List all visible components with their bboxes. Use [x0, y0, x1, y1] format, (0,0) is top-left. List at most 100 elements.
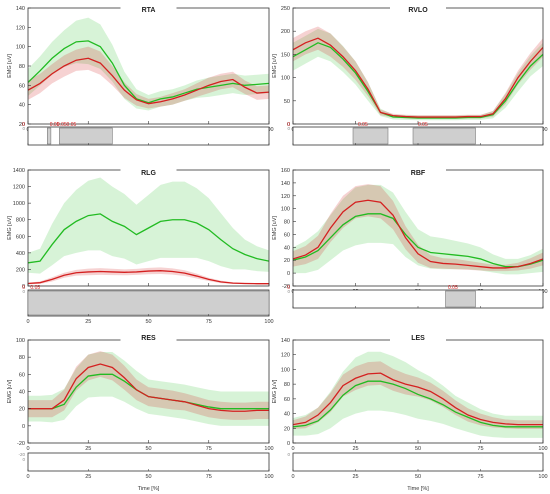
sig-x-tick-label: 25 [85, 474, 91, 480]
sig-x-tick-label: 25 [85, 319, 91, 325]
sig-frame [292, 289, 544, 309]
sig-p-label: 0.05 [67, 122, 77, 128]
sig-p-label: 0.05 [358, 122, 368, 128]
mean-line [28, 40, 269, 104]
y-tick-label: 200 [16, 267, 25, 273]
y-axis-label: EMG [uV] [7, 379, 13, 403]
chart-title: RES [141, 335, 156, 342]
mean-line [28, 363, 269, 412]
y-tick-label: 140 [281, 338, 290, 344]
sd-band [293, 26, 543, 119]
sig-region [412, 127, 476, 145]
x-tick-label: 100 [538, 446, 547, 452]
sig-x-tick-label: 50 [145, 474, 151, 480]
plot-area [28, 8, 269, 124]
y-tick-label: 40 [19, 103, 25, 109]
mean-line [293, 199, 543, 269]
y-axis-label: EMG [uV] [7, 216, 13, 240]
mean-line [293, 380, 543, 428]
sig-zero-mark: 0 [22, 285, 25, 291]
y-tick-label: 20 [284, 426, 290, 432]
y-tick-label: 120 [16, 25, 25, 31]
plot-area [28, 340, 269, 443]
sig-x-tick-label: 100 [264, 474, 273, 480]
y-tick-label: 60 [19, 83, 25, 89]
sig-p-label: 0.05 [50, 122, 60, 128]
sig-x-tick-label: 75 [477, 474, 483, 480]
sd-band [293, 184, 543, 272]
significance-strip: 0 0 25 50 75 100 [287, 452, 547, 480]
sig-x-tick-label: 50 [145, 319, 151, 325]
y-tick-label: 120 [281, 353, 290, 359]
mean-line [293, 372, 543, 426]
sd-band [28, 46, 269, 109]
sig-region [445, 290, 476, 308]
y-tick-label: 0 [287, 271, 290, 277]
y-tick-label: 200 [281, 29, 290, 35]
sig-region [352, 127, 389, 145]
y-tick-label: 1400 [13, 168, 25, 174]
title-box [120, 168, 177, 178]
sig-zero-mark: 0 [287, 285, 290, 291]
sig-x-tick-label: 0 [291, 474, 294, 480]
mean-line [28, 213, 269, 264]
y-tick-label: 1200 [13, 185, 25, 191]
sig-region [27, 290, 270, 316]
sig-x-tick-label: 0 [26, 319, 29, 325]
y-tick-label: 160 [281, 168, 290, 174]
sig-y-tick-label: 0 [22, 457, 25, 462]
sig-zero-mark: 0 [287, 122, 290, 128]
y-tick-label: 80 [284, 382, 290, 388]
sig-p-label: 0.05 [30, 285, 40, 291]
y-tick-label: 60 [284, 232, 290, 238]
y-tick-label: 0 [22, 424, 25, 430]
y-tick-label: 80 [19, 64, 25, 70]
sig-y-tick-label: 0 [22, 126, 25, 131]
y-tick-label: 20 [19, 407, 25, 413]
y-tick-label: 1000 [13, 201, 25, 207]
y-tick-label: 100 [281, 207, 290, 213]
title-box [390, 5, 446, 15]
mean-line [293, 42, 543, 119]
sig-y-tick-label: 0 [22, 289, 25, 294]
y-tick-label: 140 [16, 6, 25, 12]
y-tick-label: 400 [16, 251, 25, 257]
y-tick-label: 140 [281, 181, 290, 187]
y-tick-label: 0 [22, 284, 25, 290]
x-tick-label: 75 [477, 446, 483, 452]
y-tick-label: 80 [19, 355, 25, 361]
y-tick-label: -20 [282, 284, 290, 290]
y-axis-label: EMG [uV] [272, 379, 278, 403]
mean-line [28, 57, 269, 105]
y-axis-label: EMG [uV] [272, 54, 278, 78]
panel-rvlo: 0501001502002500255075100EMG [uV]RVLO0.0… [272, 5, 548, 146]
sig-zero-mark: 0 [22, 122, 25, 128]
y-tick-label: 100 [16, 338, 25, 344]
x-tick-label: 100 [264, 446, 273, 452]
sig-p-label: 0.05 [448, 285, 458, 291]
data-layer [293, 26, 543, 121]
y-tick-label: -20 [17, 441, 25, 447]
y-tick-label: 50 [284, 99, 290, 105]
y-axis-label: EMG [uV] [272, 216, 278, 240]
sig-y-tick-label: -20 [18, 452, 25, 457]
y-tick-label: 120 [281, 194, 290, 200]
y-tick-label: 0 [287, 441, 290, 447]
sig-frame [27, 452, 270, 472]
y-tick-label: 100 [281, 76, 290, 82]
chart-title: RBF [411, 170, 426, 177]
x-tick-label: 25 [352, 446, 358, 452]
data-layer [28, 177, 269, 285]
sig-p-label: 0.05 [57, 122, 67, 128]
title-box [390, 168, 446, 178]
